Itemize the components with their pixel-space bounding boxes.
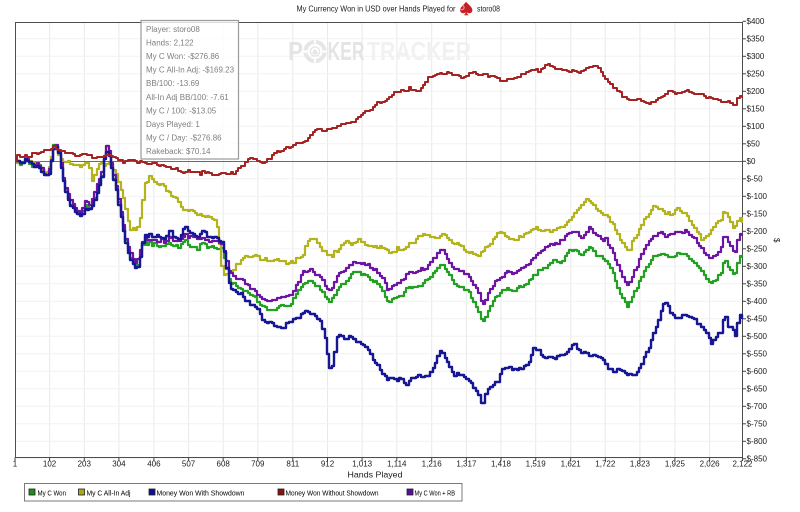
svg-text:storo08: storo08 <box>477 5 500 14</box>
svg-text:$-550: $-550 <box>747 349 768 358</box>
svg-text:$-850: $-850 <box>747 454 768 463</box>
svg-text:1,823: 1,823 <box>630 460 651 469</box>
svg-text:$50: $50 <box>747 139 761 148</box>
svg-text:My C / Day: -$276.86: My C / Day: -$276.86 <box>146 134 222 143</box>
svg-text:912: 912 <box>321 460 335 469</box>
svg-text:$-700: $-700 <box>747 402 768 411</box>
svg-text:My C All-In Adj: My C All-In Adj <box>87 488 131 497</box>
svg-text:102: 102 <box>43 460 57 469</box>
svg-text:507: 507 <box>182 460 196 469</box>
svg-text:Money Won With Showdown: Money Won With Showdown <box>157 488 245 497</box>
svg-text:1,722: 1,722 <box>595 460 616 469</box>
svg-text:1,418: 1,418 <box>491 460 512 469</box>
svg-text:2,122: 2,122 <box>732 460 753 469</box>
svg-text:1,013: 1,013 <box>352 460 373 469</box>
svg-text:$-750: $-750 <box>747 419 768 428</box>
svg-text:1,519: 1,519 <box>526 460 547 469</box>
svg-text:Rakeback: $70.14: Rakeback: $70.14 <box>146 147 211 156</box>
svg-text:Hands Played: Hands Played <box>348 471 403 480</box>
svg-text:$300: $300 <box>747 52 765 61</box>
svg-text:811: 811 <box>286 460 299 469</box>
svg-text:709: 709 <box>251 460 265 469</box>
svg-text:BB/100: -13.69: BB/100: -13.69 <box>146 79 200 88</box>
svg-text:$-450: $-450 <box>747 314 768 323</box>
svg-text:All-In Adj BB/100: -7.61: All-In Adj BB/100: -7.61 <box>146 93 229 102</box>
svg-text:My C Won: -$276.86: My C Won: -$276.86 <box>146 52 220 61</box>
svg-text:P: P <box>288 36 303 66</box>
svg-text:$-150: $-150 <box>747 209 768 218</box>
svg-text:$-300: $-300 <box>747 262 768 271</box>
svg-text:203: 203 <box>78 460 92 469</box>
svg-text:$100: $100 <box>747 122 765 131</box>
svg-text:$: $ <box>772 238 781 243</box>
svg-text:304: 304 <box>112 460 126 469</box>
svg-text:$-100: $-100 <box>747 192 768 201</box>
svg-text:$-400: $-400 <box>747 297 768 306</box>
svg-text:$200: $200 <box>747 87 765 96</box>
svg-text:$0: $0 <box>747 157 756 166</box>
svg-text:$150: $150 <box>747 104 765 113</box>
svg-text:$-800: $-800 <box>747 437 768 446</box>
svg-text:KER: KER <box>328 36 365 66</box>
svg-text:1,925: 1,925 <box>665 460 686 469</box>
svg-text:Days Played: 1: Days Played: 1 <box>146 120 200 129</box>
svg-text:My C Won + RB: My C Won + RB <box>415 488 456 497</box>
svg-text:TRACKER: TRACKER <box>367 36 471 66</box>
svg-text:Money Won Without Showdown: Money Won Without Showdown <box>286 488 379 497</box>
svg-text:Hands: 2,122: Hands: 2,122 <box>146 38 194 47</box>
svg-text:$-250: $-250 <box>747 244 768 253</box>
svg-text:$-600: $-600 <box>747 367 768 376</box>
svg-text:My Currency Won in USD over Ha: My Currency Won in USD over Hands Played… <box>297 5 456 14</box>
svg-text:$-200: $-200 <box>747 227 768 236</box>
svg-text:1,216: 1,216 <box>422 460 443 469</box>
svg-text:My C Won: My C Won <box>38 488 67 497</box>
svg-text:608: 608 <box>217 460 231 469</box>
svg-text:My C / 100: -$13.05: My C / 100: -$13.05 <box>146 106 217 115</box>
svg-text:406: 406 <box>147 460 161 469</box>
svg-text:1,621: 1,621 <box>561 460 582 469</box>
svg-text:$250: $250 <box>747 69 765 78</box>
svg-text:$-50: $-50 <box>747 174 764 183</box>
svg-text:1: 1 <box>13 460 18 469</box>
svg-text:1,114: 1,114 <box>387 460 407 469</box>
svg-text:1,317: 1,317 <box>456 460 477 469</box>
svg-text:$400: $400 <box>747 17 765 26</box>
svg-text:Player: storo08: Player: storo08 <box>146 25 200 34</box>
svg-text:2,026: 2,026 <box>700 460 721 469</box>
svg-text:My C All-In Adj: -$169.23: My C All-In Adj: -$169.23 <box>146 66 235 75</box>
svg-text:$350: $350 <box>747 34 765 43</box>
svg-text:$-350: $-350 <box>747 279 768 288</box>
svg-text:$-650: $-650 <box>747 384 768 393</box>
svg-text:$-500: $-500 <box>747 332 768 341</box>
